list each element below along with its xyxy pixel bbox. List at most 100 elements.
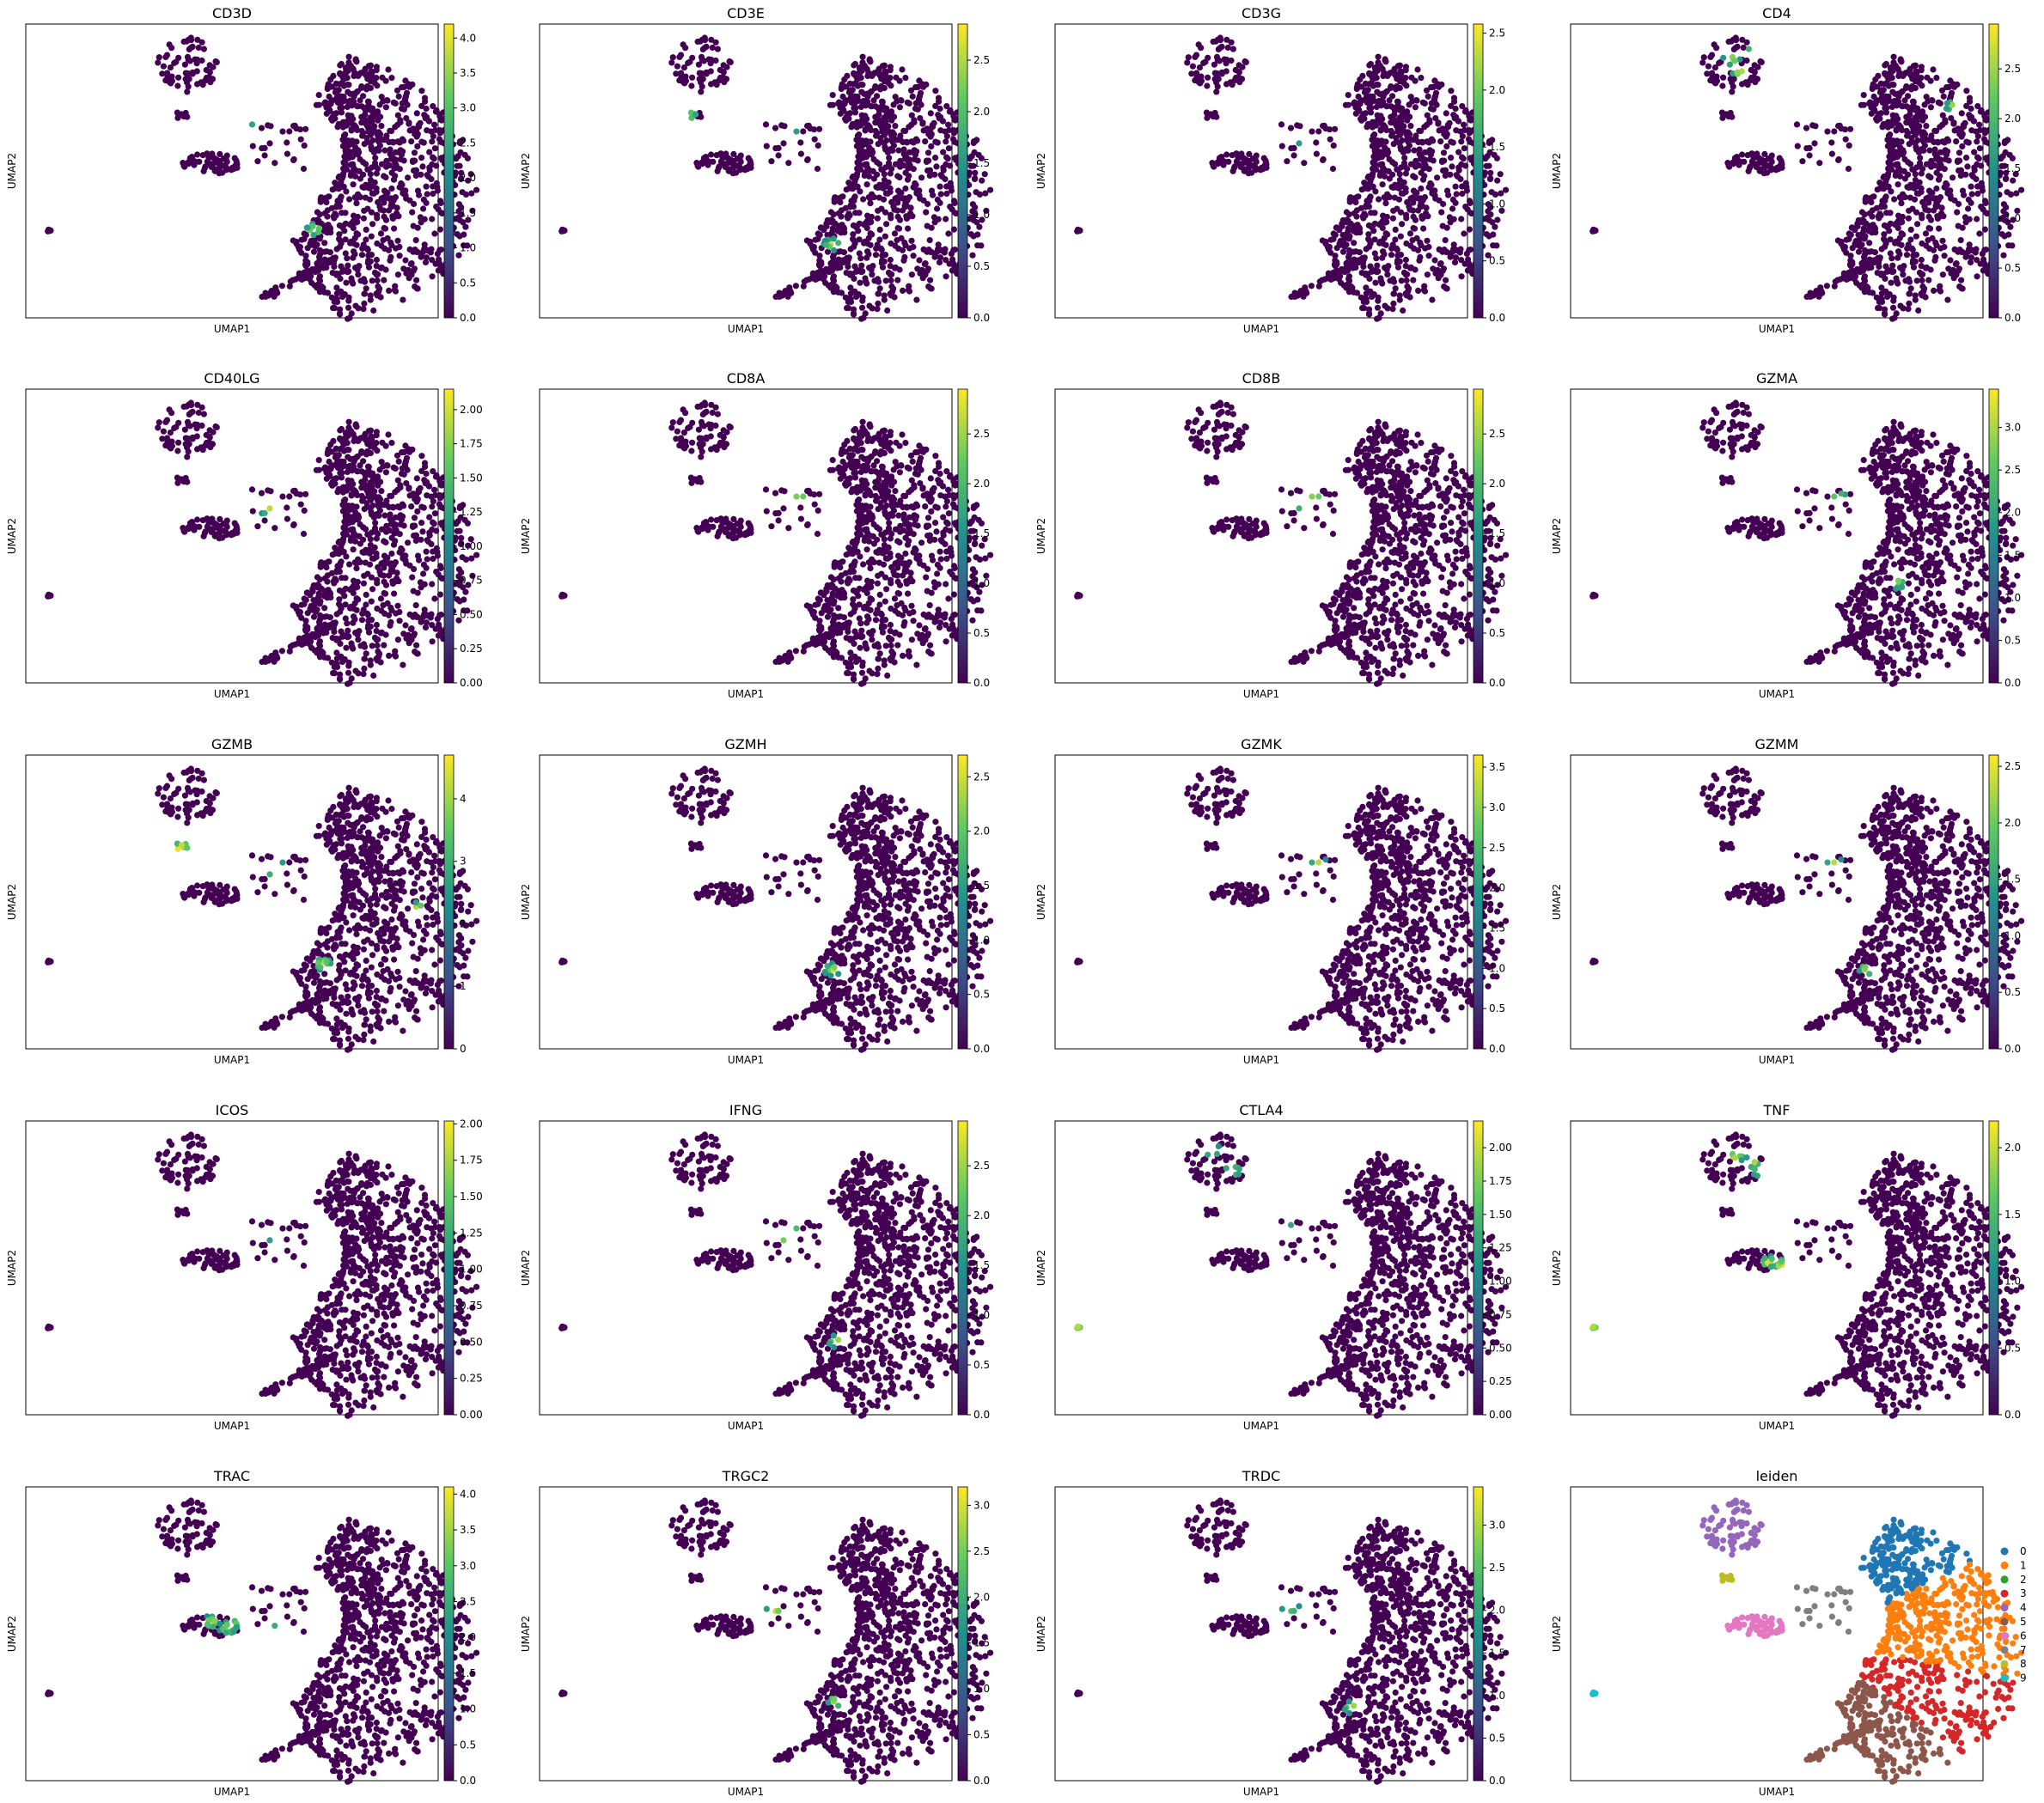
scatter-point [869,263,876,270]
scatter-point [1919,215,1925,222]
scatter-point [465,216,472,223]
scatter-point [1361,210,1368,217]
scatter-point [853,266,861,273]
panel-title: CD4 [1762,5,1791,21]
scatter-point [1452,183,1459,190]
scatter-point [367,171,374,178]
scatter-point [908,237,915,244]
scatter-point [1383,218,1390,225]
scatter-point [1393,122,1400,129]
scatter-point [1412,174,1419,181]
scatter-point [850,306,857,313]
scatter-point [856,210,863,216]
scatter-point [1375,268,1382,275]
scatter-point [1761,157,1768,165]
scatter-point [1927,174,1934,181]
scatter-point [1748,158,1755,165]
scatter-point [1905,215,1912,222]
scatter-point [1393,83,1400,90]
scatter-point [397,155,404,163]
scatter-point [1957,237,1964,244]
scatter-point [1755,155,1763,161]
panel-title: CD3E [727,5,765,21]
scatter-point [1421,100,1428,107]
scatter-point [1909,247,1916,253]
scatter-point [1236,62,1242,69]
scatter-point [1963,138,1970,145]
scatter-point [1730,159,1736,166]
scatter-point [874,215,881,222]
scatter-point [1907,236,1914,243]
scatter-point [762,121,770,128]
scatter-point [393,245,400,252]
scatter-point [717,158,725,165]
scatter-point [1933,169,1940,176]
scatter-point [1934,202,1941,209]
scatter-point [947,162,954,169]
scatter-point [1845,165,1852,173]
scatter-point [374,215,381,222]
scatter-point [316,275,323,282]
scatter-point [1377,275,1384,282]
scatter-point [1382,150,1388,157]
scatter-point [1346,233,1353,240]
scatter-point [360,276,368,283]
scatter-point [852,73,860,80]
scatter-point [1959,143,1966,149]
scatter-point [861,172,868,179]
scatter-point [1455,164,1462,171]
scatter-point [1425,149,1432,156]
scatter-point [905,225,912,232]
scatter-point [1425,166,1432,173]
scatter-point [2005,242,2012,249]
scatter-point [1375,297,1382,304]
scatter-point [278,283,285,289]
scatter-point [1431,192,1438,198]
scatter-point [1729,79,1736,86]
scatter-point [882,190,889,197]
scatter-point [1925,137,1932,143]
scatter-point [1327,136,1333,143]
scatter-point [302,253,309,259]
scatter-point [1486,216,1492,223]
scatter-point [1968,105,1974,113]
scatter-point [388,169,395,176]
scatter-point [372,163,379,170]
scatter-point [1882,288,1889,295]
scatter-point [854,82,862,89]
scatter-point [359,245,366,252]
scatter-point [940,164,947,171]
scatter-point [387,146,394,153]
scatter-point [1434,174,1441,181]
scatter-point [392,288,400,295]
scatter-point [1452,105,1459,113]
scatter-point [917,270,924,277]
scatter-point [1210,38,1217,46]
scatter-point-expressed [1296,140,1303,147]
scatter-point [1439,248,1446,255]
scatter-point [1315,128,1322,135]
scatter-point [1869,85,1876,93]
scatter-point [1937,160,1943,168]
scatter-point [1831,128,1838,135]
scatter-point [408,138,415,145]
scatter-point [1384,271,1391,278]
scatter-point [943,273,949,280]
scatter-point [927,110,934,117]
scatter-point [462,223,469,230]
scatter-point [377,206,384,213]
scatter-point [932,138,939,145]
scatter-point [368,233,375,240]
scatter-point [180,38,187,46]
scatter-point [815,230,821,237]
scatter-point [1438,157,1446,164]
scatter-point [1388,245,1395,252]
scatter-point [156,54,162,61]
scatter-point [1768,158,1775,165]
scatter-point [873,113,880,120]
scatter-point [459,189,466,196]
scatter-point [1949,81,1956,88]
scatter-point [1875,72,1882,79]
scatter-point [894,277,901,283]
